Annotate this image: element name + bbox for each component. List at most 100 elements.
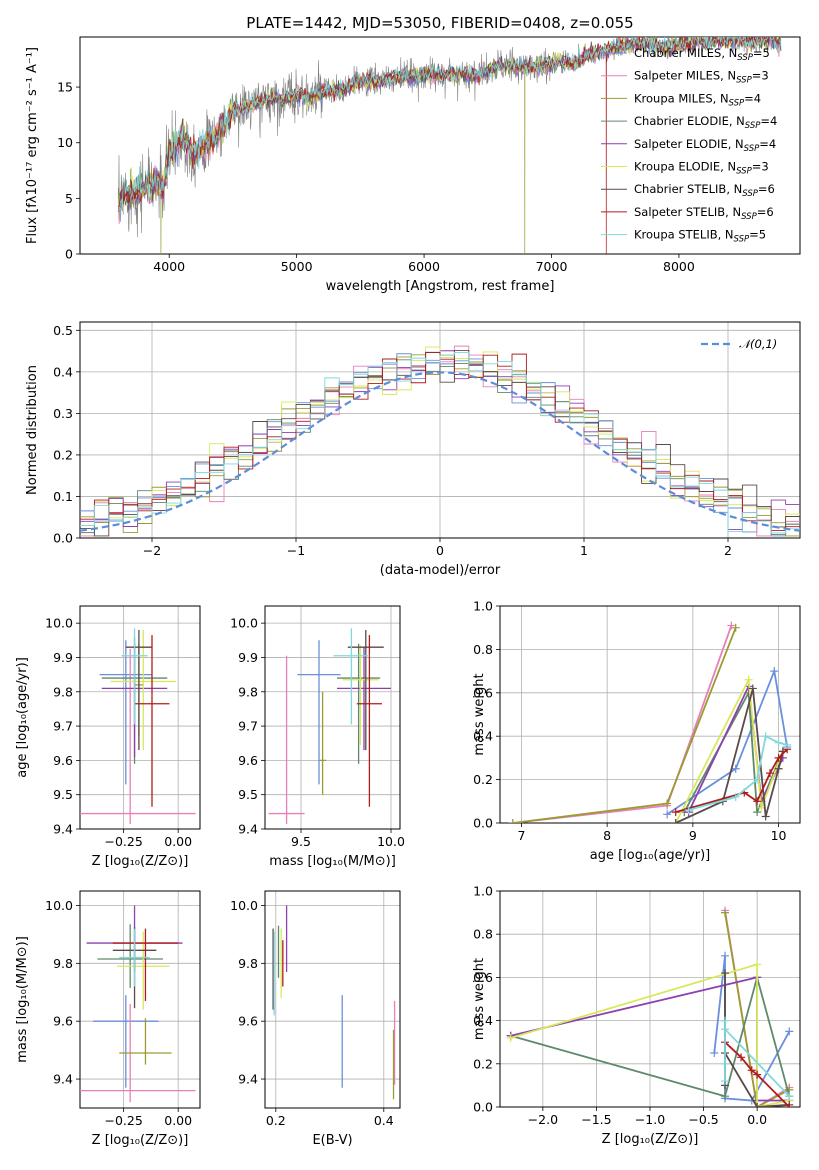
y-axis-label: mass [log₁₀(M/M⊙)]	[15, 936, 30, 1063]
legend-entry-4: Chabrier ELODIE, NSSP=4	[634, 114, 777, 131]
gaussian-curve	[80, 371, 800, 532]
errorbars	[80, 905, 196, 1103]
weight-marker-1	[710, 1049, 719, 1057]
mass-vs-extinction-panel: 0.2 0.4 9.4 9.6 9.8 10.0 E(B-V)	[230, 890, 401, 1148]
y-tick-label: 0.2	[473, 1056, 493, 1071]
y-tick-label: 0.1	[53, 489, 73, 504]
axes-frame	[79, 36, 801, 255]
weight-marker-3	[508, 819, 517, 823]
y-tick-label: 9.6	[53, 753, 73, 768]
x-tick-label: 7	[517, 828, 525, 843]
x-tick-label: 0	[436, 543, 444, 558]
legend-entry-5: Salpeter ELODIE, NSSP=4	[634, 137, 776, 154]
y-axis-label: Flux [fλ10⁻¹⁷ erg cm⁻² s⁻¹ A⁻¹]	[25, 47, 40, 244]
weight-series-1	[666, 667, 788, 816]
residuals-panel: −2 −1 0 1 2 0.0 0.1 0.2 0.3 0.4 0.5 (data-model)/er…	[25, 321, 801, 578]
weight-marker-9	[721, 1077, 729, 1086]
weight-marker-8	[753, 1070, 762, 1079]
x-tick-label: −0.25	[104, 1113, 142, 1128]
weight-marker-3	[721, 908, 729, 917]
y-tick-label: 10	[57, 135, 73, 150]
weight-series-3	[512, 627, 737, 823]
x-axis-label: age [log₁₀(age/yr)]	[590, 848, 711, 863]
weight-marker-4	[753, 808, 762, 817]
legend-entry-7: Chabrier STELIB, NSSP=6	[634, 182, 775, 199]
weight-marker-1	[785, 1027, 794, 1036]
residual-histogram-7	[80, 350, 800, 537]
x-tick-label: −0.25	[104, 834, 142, 849]
axes-frame	[79, 890, 201, 1109]
y-tick-label: 9.6	[238, 753, 258, 768]
y-tick-label: 9.4	[53, 1072, 73, 1087]
weight-series-9	[724, 1020, 790, 1097]
weight-marker-8	[737, 1053, 746, 1062]
y-tick-label: 9.4	[238, 822, 258, 837]
y-tick-label: 0.0	[473, 816, 493, 831]
axes-frame	[264, 605, 401, 830]
y-axis-label: age [log₁₀(age/yr)]	[15, 657, 30, 778]
spectrum-legend: Chabrier MILES, NSSP=5 Salpeter MILES, NS…	[601, 46, 777, 245]
y-tick-label: 0.4	[53, 364, 73, 379]
x-axis-label: mass [log₁₀(M/M⊙)]	[269, 854, 396, 869]
weight-vs-age-panel: 7 8 9 10 0.0 0.2 0.4 0.6 0.8 1.0 age [log₁₀(age/yr…	[472, 599, 801, 863]
weight-series-4	[510, 973, 791, 1098]
x-tick-label: 2	[724, 543, 732, 558]
weight-marker-1	[663, 810, 672, 819]
weight-lines	[508, 621, 792, 823]
weight-marker-1	[731, 764, 740, 773]
y-tick-label: 0.8	[473, 927, 493, 942]
weight-marker-9	[721, 1016, 729, 1025]
y-tick-label: 0.2	[53, 447, 73, 462]
weight-marker-8	[747, 1066, 756, 1075]
weight-marker-8	[753, 797, 762, 806]
y-axis-label: mass weight	[472, 958, 487, 1040]
x-tick-label: −2	[143, 543, 161, 558]
y-tick-label: 1.0	[473, 599, 493, 614]
weight-marker-8	[785, 1103, 794, 1107]
weight-marker-1	[770, 667, 779, 676]
x-tick-label: −1	[287, 543, 305, 558]
weight-marker-9	[785, 1092, 794, 1101]
y-tick-label: 9.6	[238, 1014, 258, 1029]
age-vs-mass-panel: 9.5 10.0 9.4 9.5 9.6 9.7 9.8 9.9 10.0 mass [log₁₀…	[230, 605, 405, 869]
x-tick-label: 0.2	[266, 1113, 286, 1128]
histograms	[80, 345, 800, 537]
y-tick-label: 1.0	[473, 884, 493, 899]
y-tick-label: 9.7	[238, 719, 258, 734]
x-axis-label: wavelength [Angstrom, rest frame]	[326, 279, 555, 294]
x-tick-label: 4000	[153, 259, 185, 274]
weight-marker-7	[671, 819, 680, 823]
weight-marker-1	[721, 951, 729, 960]
y-tick-label: 15	[57, 80, 73, 95]
weight-marker-6	[506, 1033, 515, 1042]
weight-marker-7	[753, 1103, 762, 1107]
y-tick-label: 5	[65, 191, 73, 206]
x-axis-label: E(B-V)	[312, 1133, 352, 1148]
axes-frame	[79, 321, 801, 539]
y-tick-label: 0.4	[473, 729, 493, 744]
errorbars	[80, 628, 196, 824]
y-tick-label: 9.9	[53, 650, 73, 665]
legend-entry-2: Salpeter MILES, NSSP=3	[634, 69, 769, 86]
legend-entry-6: Kroupa ELODIE, NSSP=3	[634, 160, 769, 177]
y-tick-label: 0.4	[473, 1013, 493, 1028]
weight-series-8	[675, 748, 788, 813]
weight-marker-7	[774, 764, 783, 773]
y-tick-label: 9.8	[238, 684, 258, 699]
x-tick-label: 7000	[536, 259, 568, 274]
weight-marker-3	[731, 623, 740, 632]
legend-entry-8: Salpeter STELIB, NSSP=6	[634, 205, 774, 222]
weight-marker-2	[727, 621, 736, 630]
axes-frame	[499, 890, 801, 1108]
spectrum-lines	[117, 37, 782, 254]
y-tick-label: 0.5	[53, 323, 73, 338]
x-tick-label: 8000	[663, 259, 695, 274]
x-tick-label: 8	[603, 828, 611, 843]
x-tick-label: 6000	[408, 259, 440, 274]
x-tick-label: 10	[771, 828, 787, 843]
x-tick-label: 0.00	[164, 1113, 192, 1128]
x-tick-label: 0.4	[374, 1113, 394, 1128]
weight-series-7	[675, 688, 784, 823]
x-tick-label: 9	[689, 828, 697, 843]
